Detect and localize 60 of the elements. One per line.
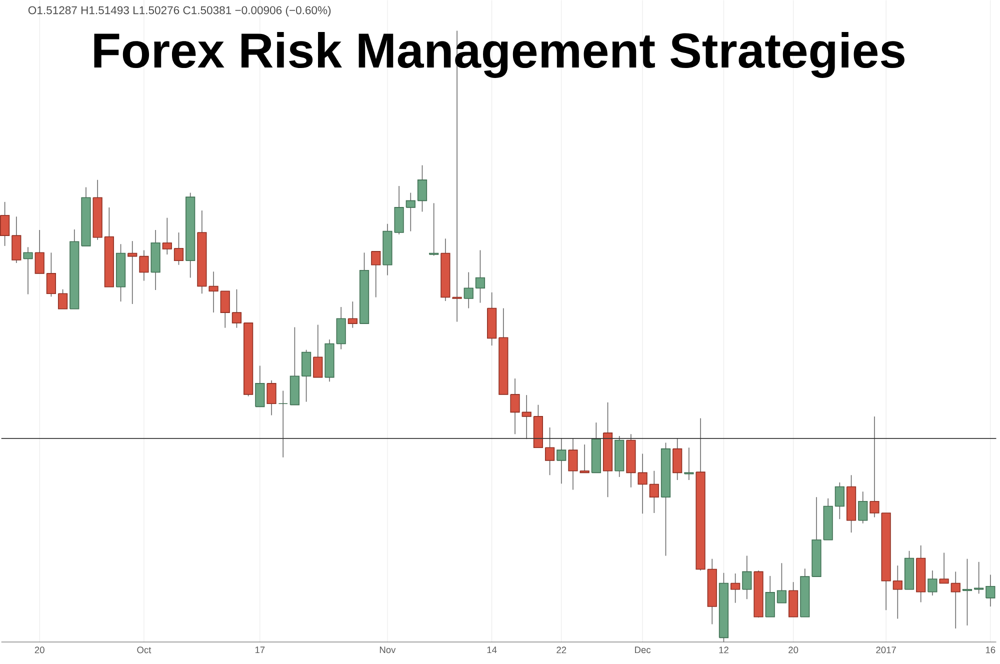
x-tick-label: Oct bbox=[137, 646, 152, 654]
candlestick bbox=[638, 453, 648, 514]
candlestick bbox=[928, 570, 938, 596]
candlestick bbox=[255, 365, 265, 408]
candlestick bbox=[313, 324, 323, 378]
candlestick bbox=[208, 271, 218, 314]
candlestick bbox=[46, 252, 56, 298]
x-tick-label: 2017 bbox=[876, 646, 896, 654]
x-tick-label: 14 bbox=[487, 646, 497, 654]
text: O1.51287 H1.51493 L1.50276 C1.50381 −0.00906 (−0.60%) bbox=[28, 6, 331, 17]
candlestick bbox=[475, 250, 486, 304]
candlestick bbox=[974, 562, 984, 594]
candlestick bbox=[950, 571, 960, 629]
x-tick-label: 16 bbox=[986, 646, 996, 654]
candlestick bbox=[730, 573, 740, 604]
candlestick bbox=[301, 350, 312, 402]
x-tick-label: Dec bbox=[635, 646, 651, 654]
candlestick bbox=[139, 250, 149, 282]
candlestick bbox=[939, 552, 949, 584]
candlestick bbox=[892, 565, 902, 620]
candlestick bbox=[278, 390, 288, 458]
candlestick bbox=[220, 290, 230, 328]
candlestick bbox=[870, 416, 880, 518]
x-tick-label: 12 bbox=[719, 646, 728, 654]
candlestick bbox=[858, 491, 868, 524]
candlestick bbox=[266, 380, 276, 416]
candlestick bbox=[580, 444, 590, 474]
candlestick bbox=[162, 218, 172, 255]
candlestick bbox=[556, 438, 566, 484]
candlestick bbox=[522, 394, 532, 440]
candlestick bbox=[464, 272, 474, 309]
x-tick-label: 20 bbox=[788, 646, 798, 654]
candlestick bbox=[649, 470, 659, 514]
candlestick bbox=[174, 232, 184, 266]
candlestick bbox=[371, 251, 381, 298]
candlestick bbox=[232, 289, 242, 328]
candlestick bbox=[429, 202, 439, 256]
x-tick-label: 17 bbox=[255, 646, 265, 654]
chart-title: Forex Risk Management Strategies bbox=[94, 32, 904, 78]
x-tick-label: 22 bbox=[556, 646, 566, 654]
candlestick bbox=[348, 301, 358, 328]
candlestick bbox=[568, 438, 578, 490]
candlestick bbox=[128, 240, 138, 304]
candlestick bbox=[776, 562, 787, 604]
candlestick bbox=[684, 447, 694, 480]
candlestick bbox=[544, 427, 555, 476]
candlestick bbox=[672, 438, 682, 480]
x-tick-label: 20 bbox=[34, 646, 44, 654]
candlestick bbox=[23, 246, 33, 295]
candlestick bbox=[510, 378, 520, 435]
candlestick bbox=[0, 202, 10, 246]
candlestick bbox=[406, 192, 416, 232]
candlestick bbox=[986, 574, 996, 607]
x-tick-label: Nov bbox=[380, 646, 396, 654]
candlestick bbox=[742, 555, 752, 600]
candlestick bbox=[834, 482, 844, 520]
candlestick bbox=[58, 289, 68, 310]
candlestick bbox=[417, 164, 428, 212]
candlestick bbox=[34, 230, 44, 274]
candlestick bbox=[962, 558, 972, 626]
